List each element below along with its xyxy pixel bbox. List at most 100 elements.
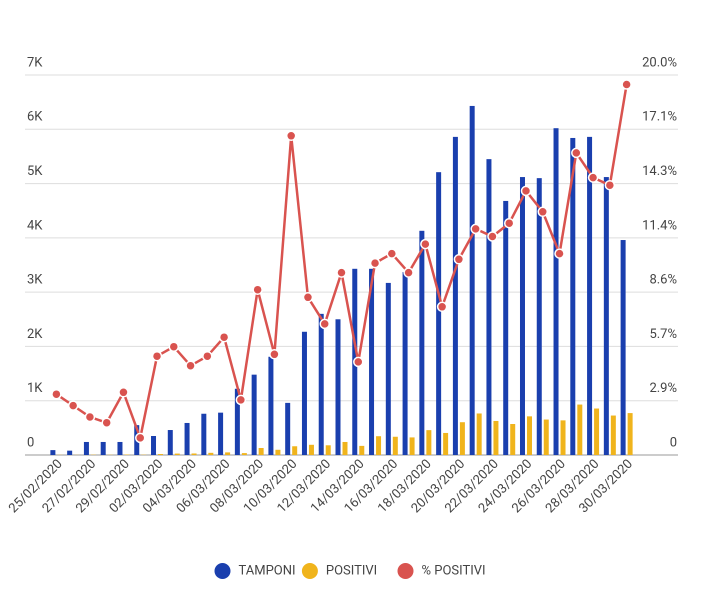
bar: [403, 272, 408, 455]
point: [136, 433, 145, 442]
bar: [604, 177, 609, 455]
bar: [302, 332, 307, 455]
bar: [587, 137, 592, 455]
legend-label: TAMPONI: [239, 563, 296, 578]
point: [69, 401, 78, 410]
y2-tick-label: 20.0%: [642, 55, 677, 70]
point: [622, 80, 631, 89]
point: [320, 319, 329, 328]
bar: [175, 454, 180, 455]
bar: [611, 416, 616, 455]
y-tick-label: 2K: [27, 327, 43, 342]
bar: [168, 430, 173, 455]
y-tick-label: 4K: [27, 218, 43, 233]
point: [471, 224, 480, 233]
y-tick-label: 7K: [27, 55, 43, 70]
bar: [319, 314, 324, 455]
point: [52, 390, 61, 399]
y2-tick-label: 8.6%: [649, 273, 677, 288]
bar: [67, 451, 72, 455]
bar: [537, 178, 542, 455]
bar: [309, 445, 314, 455]
bar: [218, 413, 223, 455]
point: [387, 249, 396, 258]
bar: [577, 405, 582, 455]
point: [438, 302, 447, 311]
bar: [259, 448, 264, 455]
bar: [477, 413, 482, 455]
bar: [292, 446, 297, 455]
point: [538, 207, 547, 216]
legend-swatch: [398, 563, 414, 579]
point: [253, 285, 262, 294]
bar: [493, 421, 498, 455]
bar: [594, 409, 599, 455]
point: [203, 352, 212, 361]
bar: [554, 128, 559, 455]
bar: [470, 106, 475, 455]
legend-label: POSITIVI: [326, 563, 377, 578]
legend-swatch: [302, 563, 318, 579]
bar: [386, 283, 391, 455]
point: [337, 268, 346, 277]
bar: [275, 450, 280, 455]
bar: [242, 453, 247, 455]
y-tick-label: 0: [27, 435, 34, 450]
bar: [225, 452, 230, 455]
point: [371, 259, 380, 268]
point: [454, 255, 463, 264]
point: [102, 418, 111, 427]
bar: [50, 450, 55, 455]
bar: [544, 420, 549, 455]
bar: [268, 357, 273, 455]
bar: [426, 430, 431, 455]
point: [153, 352, 162, 361]
bar: [151, 436, 156, 455]
bar: [359, 446, 364, 455]
bar: [376, 436, 381, 455]
bar: [158, 454, 163, 455]
y2-tick-label: 14.3%: [642, 164, 677, 179]
bar: [343, 442, 348, 455]
bar: [561, 420, 566, 455]
legend-label: % POSITIVI: [422, 563, 486, 578]
bar: [252, 375, 257, 455]
point: [354, 357, 363, 366]
bar: [285, 403, 290, 455]
y-tick-label: 6K: [27, 110, 43, 125]
y2-tick-label: 17.1%: [642, 110, 677, 125]
point: [119, 388, 128, 397]
bar: [101, 442, 106, 455]
bar: [410, 437, 415, 455]
point: [572, 148, 581, 157]
bar: [84, 442, 89, 455]
bar: [486, 159, 491, 455]
point: [287, 131, 296, 140]
y-tick-label: 3K: [27, 273, 43, 288]
bar: [443, 433, 448, 455]
point: [605, 181, 614, 190]
y2-tick-label: 0: [670, 435, 677, 450]
point: [303, 293, 312, 302]
y-tick-label: 1K: [27, 381, 43, 396]
bar: [336, 319, 341, 455]
y2-tick-label: 2.9%: [649, 381, 677, 396]
point: [555, 249, 564, 258]
point: [404, 268, 413, 277]
bar: [621, 240, 626, 455]
bar: [503, 201, 508, 455]
y2-tick-label: 11.4%: [642, 218, 677, 233]
bar: [453, 137, 458, 455]
point: [270, 350, 279, 359]
point: [421, 240, 430, 249]
point: [589, 173, 598, 182]
point: [505, 219, 514, 228]
legend-swatch: [215, 563, 231, 579]
bar: [527, 416, 532, 455]
point: [85, 413, 94, 422]
bar: [510, 424, 515, 455]
point: [220, 333, 229, 342]
bar: [628, 413, 633, 455]
bar: [419, 231, 424, 455]
